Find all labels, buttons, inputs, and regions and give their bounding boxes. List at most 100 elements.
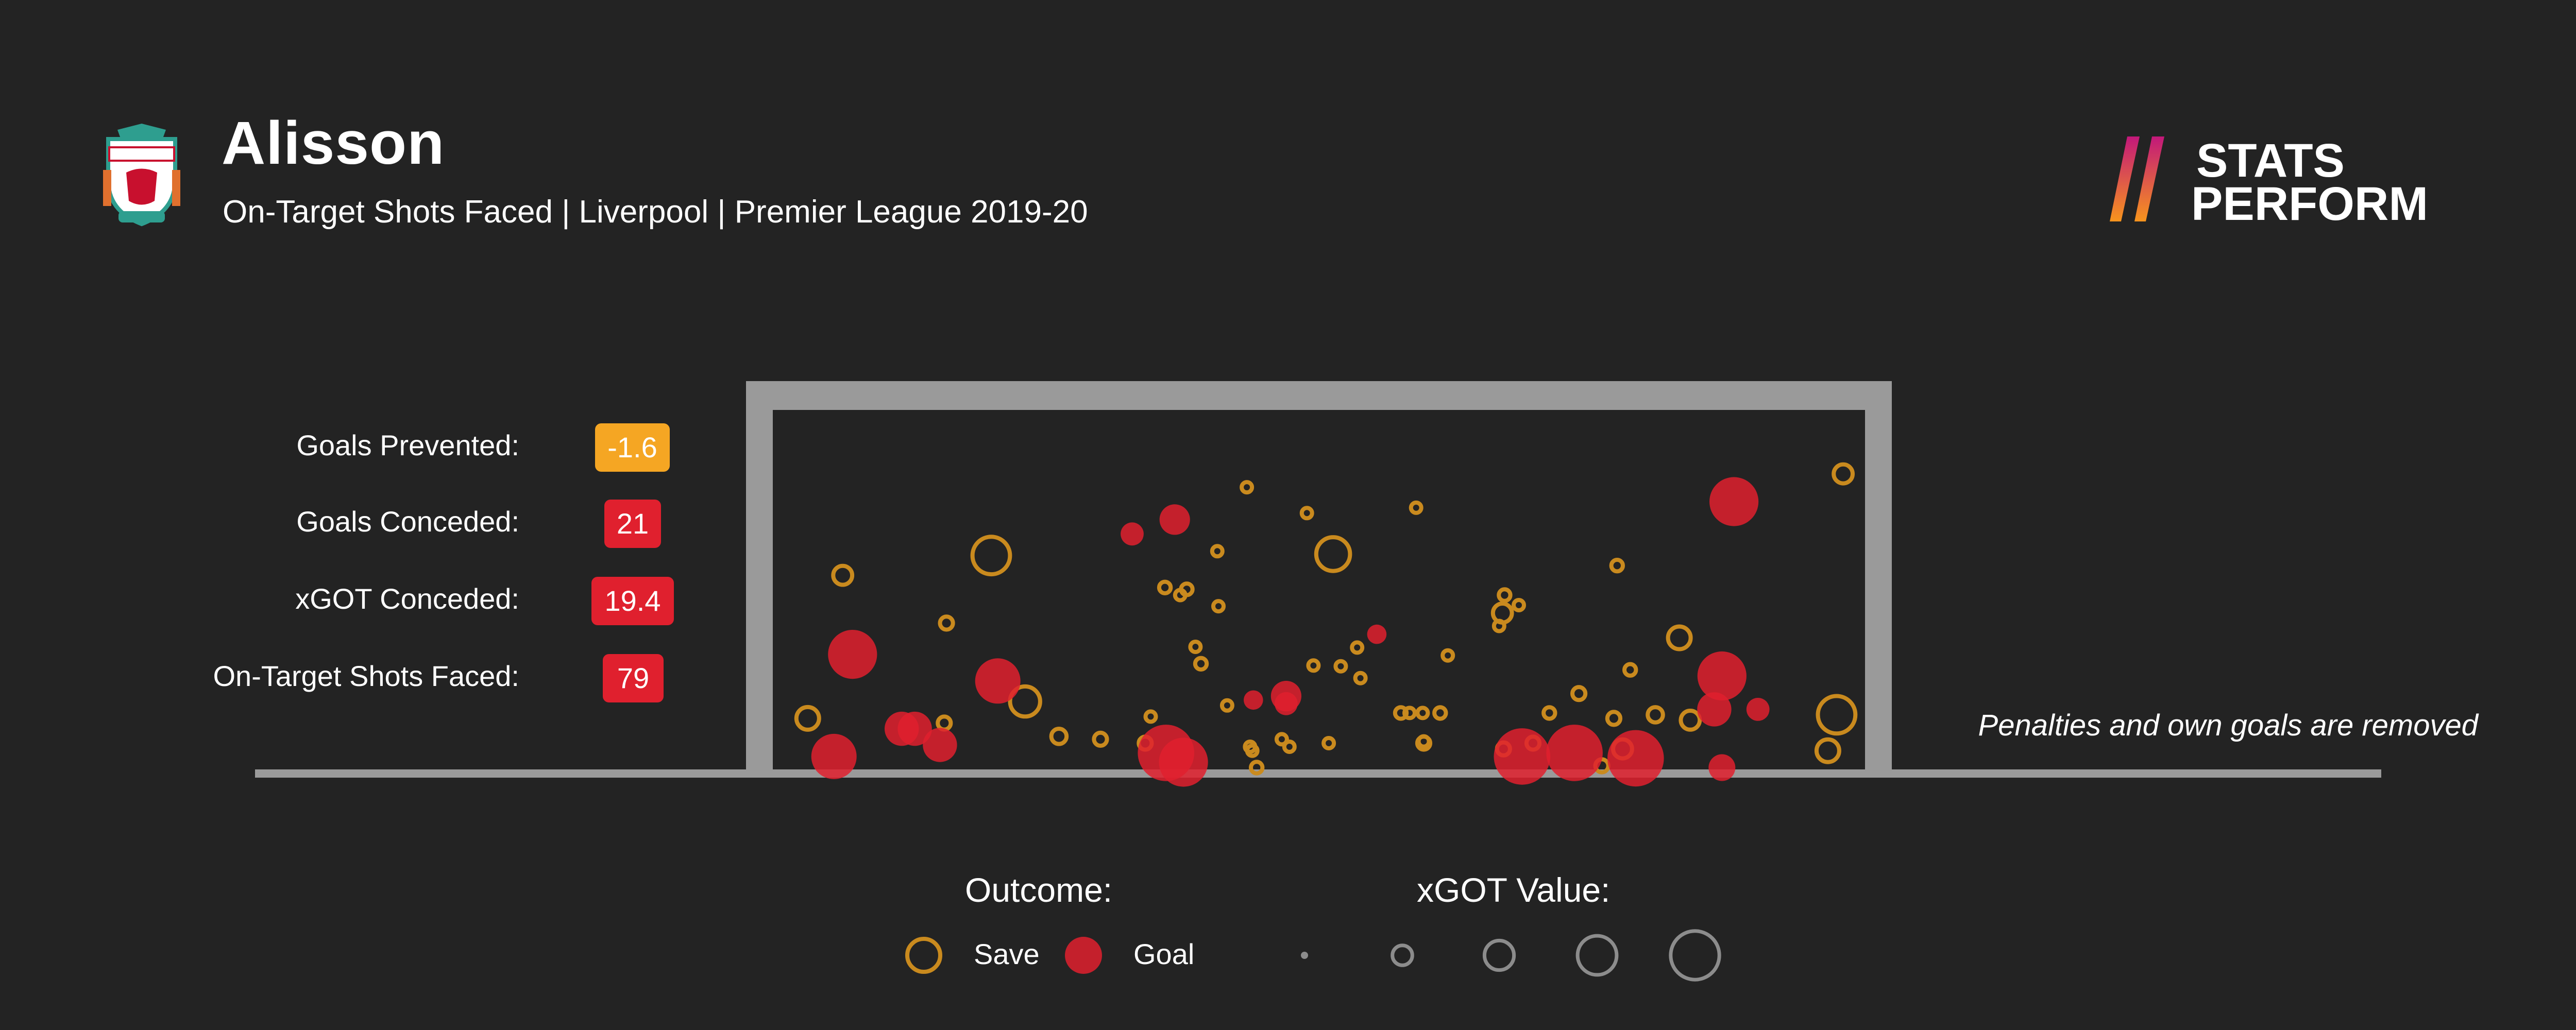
stat-label-goals-conceded: Goals Conceded: <box>296 505 519 538</box>
saved-shot-marker <box>1350 640 1365 655</box>
saved-shot-marker <box>1179 581 1195 597</box>
saved-shot-marker <box>1832 462 1855 486</box>
legend-save-label: Save <box>974 938 1040 970</box>
brand-line-1: STATS <box>2196 136 2345 187</box>
saved-shot-marker <box>1321 736 1336 750</box>
saved-shot-marker <box>1092 730 1109 748</box>
saved-shot-marker <box>1008 684 1042 719</box>
page-title: Alisson <box>222 109 445 177</box>
saved-shot-marker <box>1210 544 1225 559</box>
goal-shot-marker <box>1159 737 1208 787</box>
goal-shot-marker <box>1494 728 1551 785</box>
goal-shot-marker <box>828 630 877 679</box>
brand-line-2: PERFORM <box>2191 178 2428 229</box>
saved-shot-marker <box>1432 705 1448 721</box>
goal-shot-marker <box>1746 698 1770 721</box>
goal-shot-marker <box>1697 651 1747 701</box>
goal-shot-marker <box>1244 690 1263 710</box>
stats-perform-logo: STATS PERFORM <box>2110 136 2428 229</box>
saved-shot-marker <box>1402 706 1417 720</box>
saved-shot-marker <box>1679 709 1702 732</box>
saved-shot-marker <box>1512 598 1526 612</box>
saved-shot-marker <box>1440 648 1455 663</box>
legend-goal-label: Goal <box>1133 938 1195 970</box>
page-subtitle: On-Target Shots Faced | Liverpool | Prem… <box>223 194 1088 230</box>
saved-shot-marker <box>831 563 855 587</box>
goal-shot-marker <box>1275 692 1298 715</box>
saved-shot-marker <box>1193 656 1209 672</box>
saved-shot-marker <box>1333 659 1348 674</box>
stat-label-shots-faced: On-Target Shots Faced: <box>213 660 519 692</box>
saved-shot-marker <box>794 705 821 732</box>
shots-layer <box>794 462 1858 787</box>
goal-post-right <box>1865 381 1892 774</box>
saved-shot-marker <box>1157 579 1173 596</box>
saved-shot-marker <box>1605 710 1622 727</box>
goal-shot-marker <box>1159 504 1190 535</box>
saved-shot-marker <box>1143 709 1158 724</box>
legend-xgot-title: xGOT Value: <box>1417 871 1611 909</box>
saved-shot-marker <box>1409 500 1423 515</box>
saved-shot-marker <box>1416 734 1431 749</box>
goal-shot-marker <box>1546 725 1603 781</box>
saved-shot-marker <box>1497 587 1513 603</box>
saved-shot-marker <box>1282 740 1297 754</box>
goal-shot-marker <box>1607 730 1664 787</box>
legend-size-marker <box>1482 938 1516 972</box>
legend-size-marker <box>1301 952 1308 959</box>
legend-size-scale <box>1301 929 1721 982</box>
saved-shot-marker <box>1306 658 1321 673</box>
legend-outcome-title: Outcome: <box>965 871 1113 909</box>
saved-shot-marker <box>1314 535 1352 573</box>
saved-shot-marker <box>1646 705 1665 725</box>
saved-shot-marker <box>970 535 1012 577</box>
saved-shot-marker <box>1570 685 1588 702</box>
goal-shot-marker <box>811 733 857 779</box>
saved-shot-marker <box>1211 599 1226 614</box>
stat-label-xgot-conceded: xGOT Conceded: <box>295 582 519 615</box>
saved-shot-marker <box>1219 698 1234 713</box>
saved-shot-marker <box>1816 694 1858 736</box>
goal-shot-marker <box>1367 624 1387 644</box>
legend-size-marker <box>1391 943 1414 967</box>
goal-shot-marker <box>1709 477 1759 526</box>
footnote: Penalties and own goals are removed <box>1978 709 2478 742</box>
legend-size-marker <box>1669 929 1721 982</box>
saved-shot-marker <box>1049 727 1069 746</box>
saved-shot-marker <box>1353 671 1368 685</box>
goal-crossbar <box>746 381 1892 410</box>
saved-shot-marker <box>1814 737 1841 764</box>
saved-shot-marker <box>1415 706 1430 720</box>
legend-goal-icon <box>1065 937 1102 974</box>
saved-shot-marker <box>1609 558 1625 574</box>
saved-shot-marker <box>1666 624 1693 651</box>
saved-shot-marker <box>1188 640 1203 654</box>
saved-shot-marker <box>1541 705 1557 721</box>
legend-save-icon <box>905 937 942 974</box>
ground-line <box>255 769 2381 778</box>
goal-shot-marker <box>975 658 1021 704</box>
goal-post-left <box>746 381 773 774</box>
stat-badge-xgot-conceded: 19.4 <box>591 577 674 625</box>
goal-shot-marker <box>897 711 932 746</box>
legend-size-marker <box>1575 934 1619 977</box>
saved-shot-marker <box>1299 506 1314 521</box>
saved-shot-marker <box>1243 740 1258 754</box>
goal-shot-marker <box>1121 522 1144 546</box>
saved-shot-marker <box>1274 732 1289 747</box>
saved-shot-marker <box>1249 760 1265 776</box>
goal-shot-marker <box>1697 692 1732 727</box>
saved-shot-marker <box>1622 662 1638 678</box>
saved-shot-marker <box>1393 705 1409 721</box>
stat-label-goals-prevented: Goals Prevented: <box>296 429 519 461</box>
stat-badge-shots-faced: 79 <box>603 654 664 702</box>
liverpool-crest-icon <box>103 124 180 227</box>
goal-shot-marker <box>923 728 957 762</box>
saved-shot-marker <box>938 614 955 632</box>
stat-badge-goals-conceded: 21 <box>604 500 661 548</box>
goal-shot-marker <box>1708 754 1736 781</box>
saved-shot-marker <box>1240 480 1255 495</box>
saved-shot-marker <box>1492 619 1506 633</box>
